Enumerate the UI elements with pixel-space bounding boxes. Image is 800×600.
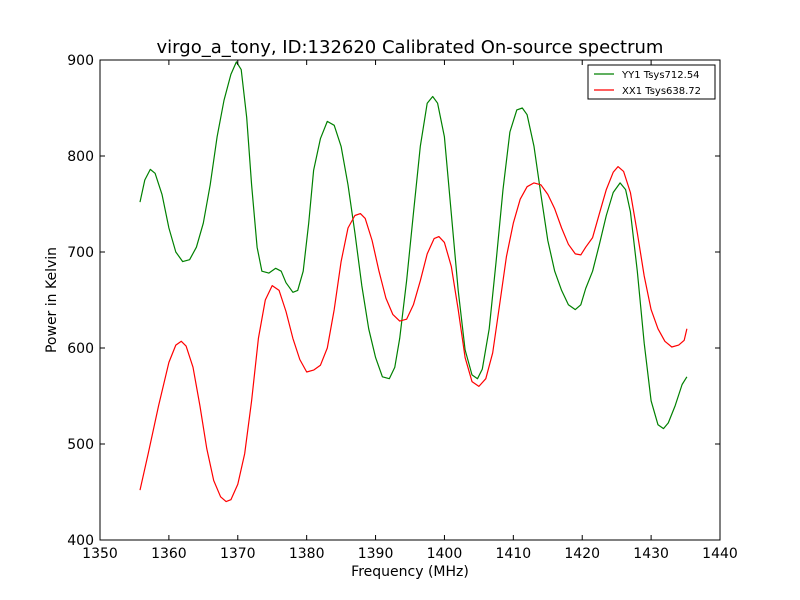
legend-label-xx1: XX1 Tsys638.72: [622, 86, 701, 97]
y-tick-label: 400: [67, 533, 94, 549]
x-tick-label: 1440: [702, 546, 738, 562]
x-tick-label: 1360: [151, 546, 187, 562]
x-tick-label: 1430: [633, 546, 669, 562]
x-axis-label: Frequency (MHz): [351, 564, 469, 580]
legend-label-yy1: YY1 Tsys712.54: [621, 70, 700, 81]
y-tick-label: 500: [67, 437, 94, 453]
x-tick-label: 1410: [496, 546, 532, 562]
series-line-xx1: [139, 166, 688, 503]
series-layer: [139, 61, 688, 503]
y-tick-label: 700: [67, 245, 94, 261]
y-axis-label: Power in Kelvin: [44, 247, 60, 353]
x-tick-label: 1380: [289, 546, 325, 562]
legend: YY1 Tsys712.54 XX1 Tsys638.72: [587, 64, 716, 100]
y-tick-label: 900: [67, 53, 94, 69]
plot-background: [100, 60, 720, 540]
x-tick-labels: 1350 1360 1370 1380 1390 1400 1410 1420 1430 1440: [82, 546, 738, 562]
plot-frame: [99, 59, 721, 541]
chart-title: virgo_a_tony, ID:132620 Calibrated On-so…: [157, 37, 664, 58]
y-tick-label: 800: [67, 149, 94, 165]
x-tick-label: 1390: [358, 546, 394, 562]
x-tick-label: 1350: [82, 546, 118, 562]
x-tick-label: 1370: [220, 546, 256, 562]
y-tick-labels: 400 500 600 700 800 900: [67, 53, 94, 549]
x-tick-label: 1420: [564, 546, 600, 562]
x-tick-label: 1400: [427, 546, 463, 562]
plot-area: [99, 59, 721, 541]
legend-box: [587, 64, 716, 100]
series-line-yy1: [139, 61, 688, 430]
y-tick-label: 600: [67, 341, 94, 357]
